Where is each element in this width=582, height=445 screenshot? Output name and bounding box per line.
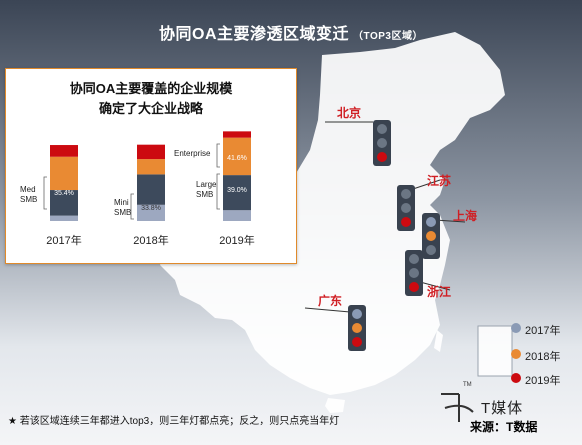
annotation-label-2017-line2: SMB xyxy=(20,195,37,204)
traffic-light-lamp xyxy=(401,189,411,199)
annotation-label-enterprise: Enterprise xyxy=(174,149,211,158)
inset-chart-panel: 协同OA主要覆盖的企业规模 确定了大企业战略 2017年 2018年 2019年 Me… xyxy=(5,68,297,264)
annotation-bracket-2018 xyxy=(130,193,134,220)
traffic-light-lamp xyxy=(409,268,419,278)
bar-segment-2018年-1 xyxy=(137,174,165,205)
x-tick-label: 2019年 xyxy=(219,233,254,247)
bar-segment-2019年-1 xyxy=(223,175,251,211)
legend-dot-2018 xyxy=(511,349,521,359)
traffic-light-lamp xyxy=(352,337,362,347)
city-label-guangdong: 广东 xyxy=(318,294,343,308)
annotation-bracket-2017 xyxy=(43,176,47,210)
annotation-value-2018: 33.8% xyxy=(141,205,161,212)
annotation-label-large-line2: SMB xyxy=(196,190,213,199)
brand-tm: TM xyxy=(463,382,472,388)
annotation-value-2017: 35.4% xyxy=(54,190,74,197)
legend-label-2018: 2018年 xyxy=(525,351,561,363)
x-tick-label: 2017年 xyxy=(46,233,81,247)
traffic-light-lamp xyxy=(401,217,411,227)
bar-segment-2019年-3 xyxy=(223,131,251,138)
x-tick-label: 2018年 xyxy=(133,233,168,247)
annotation-value-enterprise: 41.6% xyxy=(227,155,247,162)
city-label-jiangsu: 江苏 xyxy=(427,174,452,188)
traffic-light-lamp xyxy=(426,231,436,241)
annotation-value-large: 39.0% xyxy=(227,187,247,194)
bar-segment-2017年-1 xyxy=(50,190,78,216)
china-map-shape xyxy=(160,32,505,395)
brand-logo: TM T媒体 xyxy=(433,382,582,432)
inset-title: 协同OA主要覆盖的企业规模 确定了大企业战略 xyxy=(6,79,296,119)
city-label-zhejiang: 浙江 xyxy=(427,285,452,299)
taiwan-island xyxy=(434,330,443,352)
annotation-bracket-enterprise xyxy=(216,143,220,168)
traffic-light-lamp xyxy=(352,309,362,319)
annotation-label-large: Large xyxy=(196,180,217,189)
bar-segment-2018年-3 xyxy=(137,144,165,160)
brand-name: T媒体 xyxy=(481,400,524,417)
bar-segment-2018年-2 xyxy=(137,159,165,175)
bar-segment-2017年-3 xyxy=(50,145,78,157)
traffic-light-lamp xyxy=(409,282,419,292)
traffic-light-lamp xyxy=(426,245,436,255)
traffic-light-lamp xyxy=(377,152,387,162)
bar-segment-2017年-0 xyxy=(50,215,78,221)
hainan-island xyxy=(325,398,345,413)
city-leader-line xyxy=(419,281,451,291)
title-main: 协同OA主要渗透区域变迁 xyxy=(159,26,350,43)
city-leader-line xyxy=(304,307,351,313)
traffic-light-lamp xyxy=(409,254,419,264)
page-title: 协同OA主要渗透区域变迁 （TOP3区域） xyxy=(0,20,582,44)
legend-dot-2019 xyxy=(511,373,521,383)
bar-segment-2019年-2 xyxy=(223,137,251,176)
south-sea-inset xyxy=(477,325,513,377)
traffic-light-lamp xyxy=(352,323,362,333)
annotation-label-2018: Mini xyxy=(114,198,129,207)
annotation-label-2017: Med xyxy=(20,185,36,194)
city-label-shanghai: 上海 xyxy=(453,209,478,223)
inset-title-line1: 协同OA主要覆盖的企业规模 xyxy=(69,81,233,96)
legend-dot-2017 xyxy=(511,323,521,333)
bar-segment-2018年-0 xyxy=(137,204,165,221)
annotation-label-2018-line2: SMB xyxy=(114,208,131,217)
legend-label-2017: 2017年 xyxy=(525,325,561,337)
legend-item-2019: 2019年 xyxy=(511,372,561,388)
legend-item-2017: 2017年 xyxy=(511,322,561,338)
inset-title-line2: 确定了大企业战略 xyxy=(98,101,203,116)
brand-mark-icon xyxy=(441,393,474,422)
source-label: 来源：T数据 xyxy=(470,420,538,434)
bar-segment-2019年-0 xyxy=(223,210,251,221)
legend-label-2019: 2019年 xyxy=(525,375,561,387)
traffic-light-lamp xyxy=(377,124,387,134)
bar-segment-2017年-2 xyxy=(50,156,78,191)
traffic-light-lamp xyxy=(377,138,387,148)
title-sub: （TOP3区域） xyxy=(353,31,423,42)
legend-item-2018: 2018年 xyxy=(511,348,561,364)
traffic-light-lamp xyxy=(401,203,411,213)
annotation-bracket-large xyxy=(216,173,220,210)
city-label-beijing: 北京 xyxy=(337,106,362,120)
footnote: ★ 若该区域连续三年都进入top3，则三年灯都点亮；反之，则只点亮当年灯 xyxy=(8,416,340,427)
traffic-light-lamp xyxy=(426,217,436,227)
